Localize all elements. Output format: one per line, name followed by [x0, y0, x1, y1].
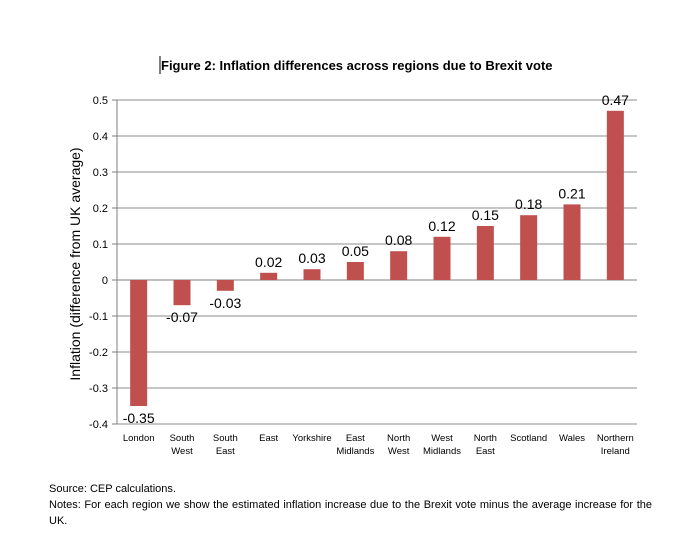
bar [303, 269, 321, 280]
category-label: North West [387, 433, 410, 457]
data-label: -0.07 [166, 309, 198, 325]
data-label: 0.47 [602, 92, 629, 108]
category-label: London [123, 433, 155, 444]
bar [216, 280, 234, 291]
bar [606, 110, 624, 280]
data-label: 0.18 [515, 196, 542, 212]
data-label: 0.15 [472, 207, 499, 223]
y-tick-label: 0.2 [93, 203, 108, 215]
bar [346, 262, 364, 280]
y-tick-label: 0.5 [93, 95, 108, 107]
y-tick-label: 0.4 [93, 131, 108, 143]
data-label: -0.35 [123, 410, 155, 426]
bar-chart: Figure 2: Inflation differences across r… [67, 56, 637, 457]
y-tick-label: -0.2 [89, 347, 108, 359]
bar [173, 280, 191, 306]
bar [130, 280, 148, 406]
y-tick-label: -0.3 [89, 383, 108, 395]
data-label: 0.21 [558, 185, 585, 201]
y-axis-ticks: 0.5 0.4 0.3 0.2 0.1 0 -0.1 -0.2 -0.3 -0.4 [89, 95, 118, 431]
gridlines [117, 99, 637, 425]
y-tick-label: -0.1 [89, 311, 108, 323]
chart-title: Figure 2: Inflation differences across r… [161, 58, 553, 73]
category-label: West Midlands [423, 433, 461, 457]
bars [130, 110, 624, 406]
category-label: Northern Ireland [597, 433, 634, 457]
source-note: Source: CEP calculations. [49, 483, 176, 495]
chart-notes: Source: CEP calculations. Notes: For eac… [49, 481, 652, 529]
category-label: Wales [559, 433, 585, 444]
data-label: 0.02 [255, 254, 282, 270]
bar [520, 215, 538, 280]
data-label: 0.05 [342, 243, 369, 259]
bar [476, 226, 494, 280]
y-axis-label: Inflation (difference from UK average) [67, 147, 83, 380]
bar [260, 272, 278, 280]
category-label: Yorkshire [292, 433, 331, 444]
category-label: South West [170, 433, 195, 457]
data-label: 0.08 [385, 232, 412, 248]
category-label: North East [474, 433, 497, 457]
y-tick-label: 0 [102, 275, 108, 287]
data-labels: -0.35 -0.07 -0.03 0.02 0.03 0.05 0.08 0.12 0.15 0… [123, 92, 629, 426]
category-label: South East [213, 433, 238, 457]
data-label: 0.03 [298, 250, 325, 266]
notes-text: Notes: For each region we show the estim… [49, 499, 652, 527]
bar [390, 251, 408, 280]
y-tick-label: 0.1 [93, 239, 108, 251]
data-label: -0.03 [209, 295, 241, 311]
category-label: East Midlands [336, 433, 374, 457]
category-labels: London South West South East East Yorkshire Eas… [123, 433, 634, 457]
y-tick-label: 0.3 [93, 167, 108, 179]
bar [563, 204, 581, 280]
category-label: Scotland [510, 433, 547, 444]
y-tick-label: -0.4 [89, 419, 108, 431]
bar [433, 236, 451, 280]
data-label: 0.12 [428, 218, 455, 234]
category-label: East [259, 433, 278, 444]
